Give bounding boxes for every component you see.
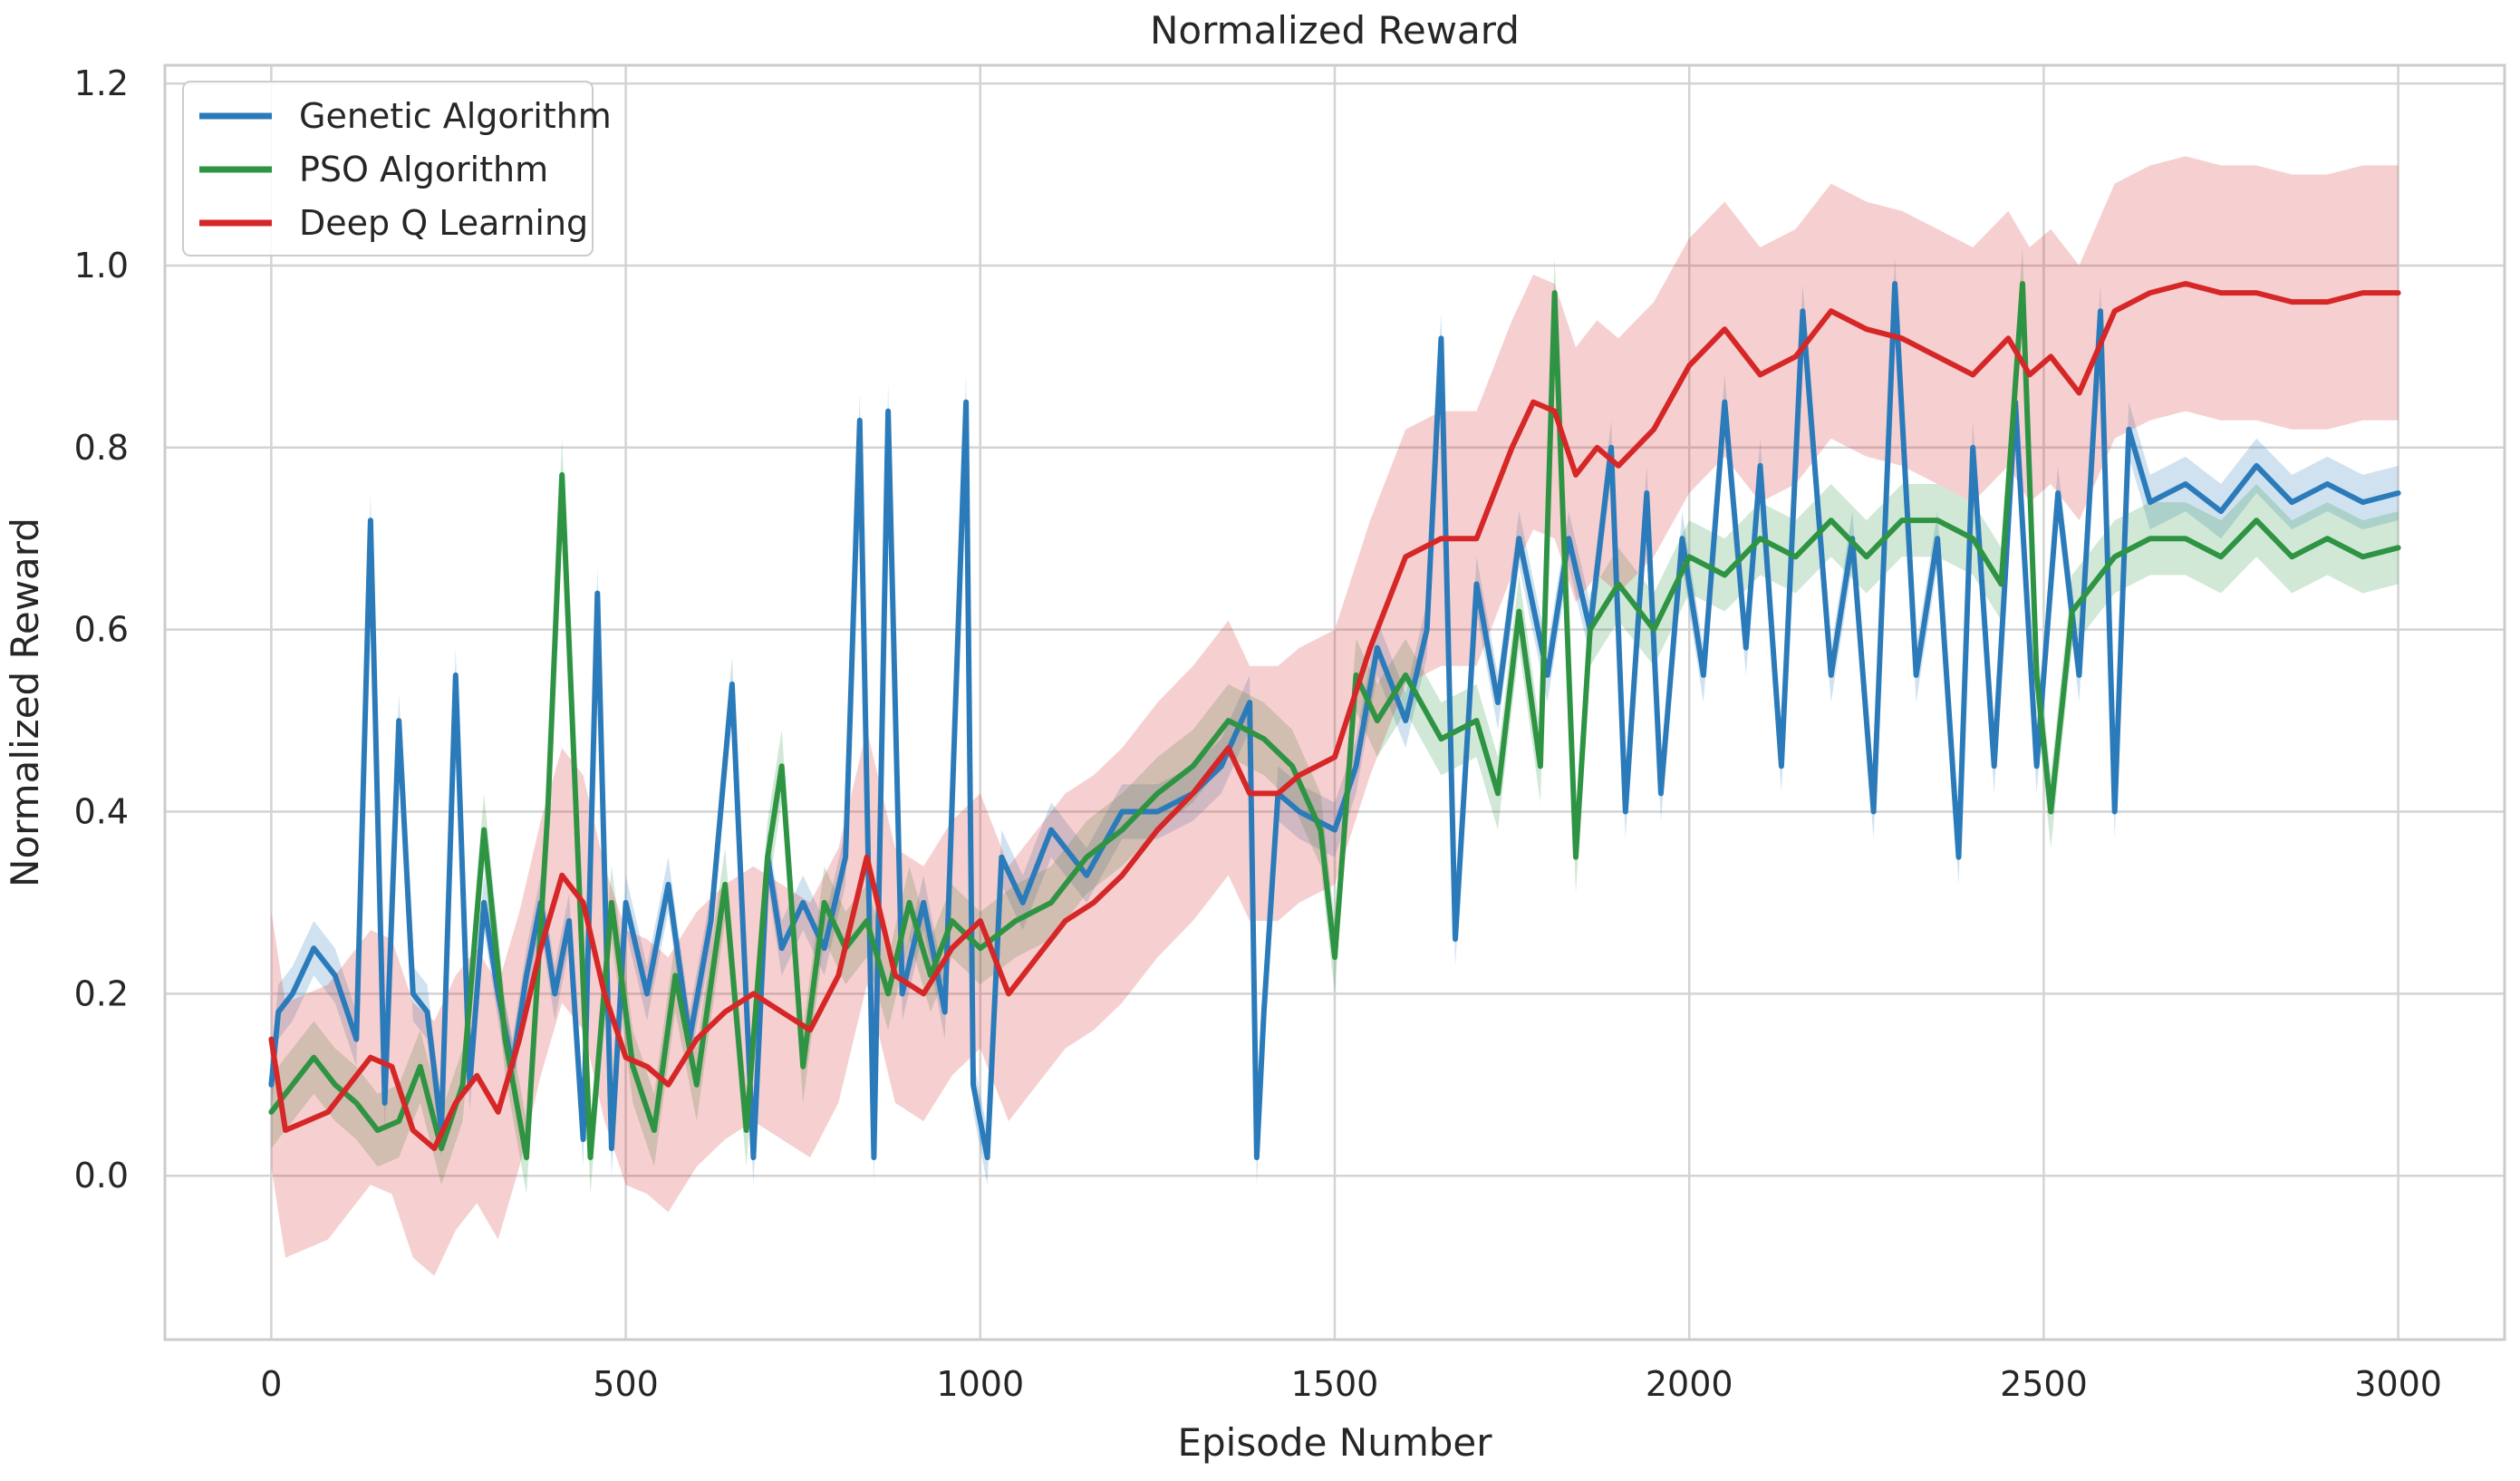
series-lines (268, 281, 2401, 1161)
x-tick-label: 500 (593, 1364, 659, 1404)
y-tick-label: 0.0 (74, 1156, 129, 1195)
x-axis-title: Episode Number (1177, 1420, 1492, 1465)
legend-label-pso-algorithm: PSO Algorithm (299, 150, 548, 189)
x-tick-label: 1000 (936, 1364, 1024, 1404)
series-band-deep-q-learning (271, 156, 2399, 1276)
legend-label-genetic-algorithm: Genetic Algorithm (299, 96, 612, 136)
y-axis-ticks: 0.0 0.2 0.4 0.6 0.8 1.0 1.2 (74, 63, 129, 1195)
legend-box (182, 81, 594, 257)
series-line-pso-algorithm (268, 281, 2401, 1161)
series-line-genetic-algorithm (268, 281, 2401, 1161)
legend: Genetic Algorithm PSO Algorithm Deep Q Lea… (182, 81, 612, 257)
x-tick-label: 2000 (1646, 1364, 1733, 1404)
y-tick-label: 1.0 (74, 246, 129, 286)
y-tick-label: 0.2 (74, 973, 129, 1013)
y-tick-label: 0.6 (74, 610, 129, 650)
x-tick-label: 2500 (2000, 1364, 2088, 1404)
plot-frame (163, 63, 2506, 1341)
legend-label-deep-q-learning: Deep Q Learning (299, 203, 588, 243)
y-axis-title: Normalized Reward (3, 518, 47, 887)
series-line-deep-q-learning (268, 281, 2401, 1152)
x-tick-label: 1500 (1291, 1364, 1379, 1404)
y-tick-label: 0.8 (74, 428, 129, 468)
confidence-bands (271, 156, 2399, 1276)
y-tick-label: 0.4 (74, 792, 129, 832)
x-axis-ticks: 0 500 1000 1500 2000 2500 3000 (260, 1364, 2442, 1404)
x-tick-label: 0 (260, 1364, 282, 1404)
y-tick-label: 1.2 (74, 63, 129, 103)
x-tick-label: 3000 (2354, 1364, 2442, 1404)
chart-title: Normalized Reward (1150, 8, 1520, 53)
